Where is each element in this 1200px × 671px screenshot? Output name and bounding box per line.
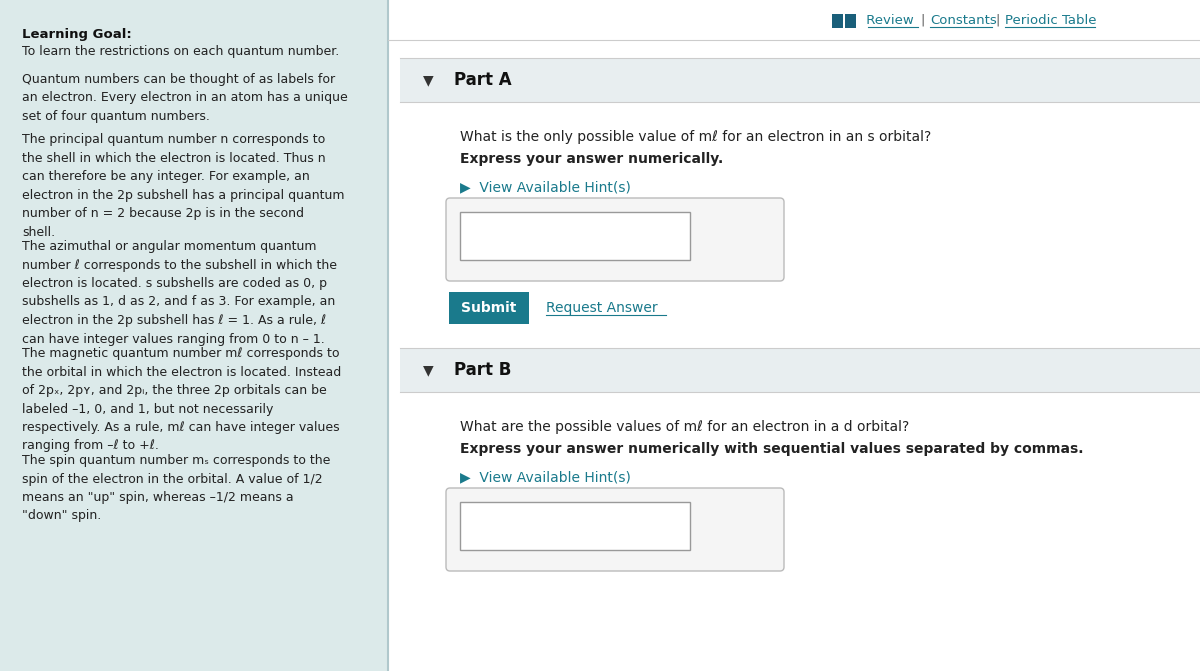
Bar xyxy=(460,212,690,260)
Text: Periodic Table: Periodic Table xyxy=(1006,13,1097,26)
FancyBboxPatch shape xyxy=(446,198,784,281)
Text: |: | xyxy=(995,13,1000,26)
Text: Part A: Part A xyxy=(454,71,511,89)
FancyBboxPatch shape xyxy=(449,292,529,324)
Text: ▶  View Available Hint(s): ▶ View Available Hint(s) xyxy=(460,180,631,194)
Text: Constants: Constants xyxy=(930,13,997,26)
Text: To learn the restrictions on each quantum number.: To learn the restrictions on each quantu… xyxy=(22,45,340,58)
Bar xyxy=(845,14,856,28)
Text: What is the only possible value of mℓ for an electron in an s orbital?: What is the only possible value of mℓ fo… xyxy=(460,130,931,144)
Text: ▼: ▼ xyxy=(422,363,433,377)
FancyBboxPatch shape xyxy=(446,488,784,571)
Text: ▼: ▼ xyxy=(422,73,433,87)
Text: Express your answer numerically.: Express your answer numerically. xyxy=(460,152,724,166)
Bar xyxy=(0,0,388,671)
Text: The azimuthal or angular momentum quantum
number ℓ corresponds to the subshell i: The azimuthal or angular momentum quantu… xyxy=(22,240,337,346)
Text: Learning Goal:: Learning Goal: xyxy=(22,28,132,41)
Bar xyxy=(460,502,690,550)
Text: The magnetic quantum number mℓ corresponds to
the orbital in which the electron : The magnetic quantum number mℓ correspon… xyxy=(22,347,341,452)
Text: Submit: Submit xyxy=(461,301,517,315)
Text: ▶  View Available Hint(s): ▶ View Available Hint(s) xyxy=(460,470,631,484)
Bar xyxy=(388,0,1200,40)
Text: Express your answer numerically with sequential values separated by commas.: Express your answer numerically with seq… xyxy=(460,442,1084,456)
Bar xyxy=(400,58,1200,102)
Text: |: | xyxy=(920,13,924,26)
Text: The spin quantum number mₛ corresponds to the
spin of the electron in the orbita: The spin quantum number mₛ corresponds t… xyxy=(22,454,330,523)
Text: Request Answer: Request Answer xyxy=(546,301,658,315)
Text: What are the possible values of mℓ for an electron in a d orbital?: What are the possible values of mℓ for a… xyxy=(460,420,910,434)
Text: Review: Review xyxy=(862,13,913,26)
Text: Part B: Part B xyxy=(454,361,511,379)
Bar xyxy=(832,14,842,28)
Text: Quantum numbers can be thought of as labels for
an electron. Every electron in a: Quantum numbers can be thought of as lab… xyxy=(22,73,348,123)
Text: The principal quantum number n corresponds to
the shell in which the electron is: The principal quantum number n correspon… xyxy=(22,133,344,238)
Bar xyxy=(400,348,1200,392)
